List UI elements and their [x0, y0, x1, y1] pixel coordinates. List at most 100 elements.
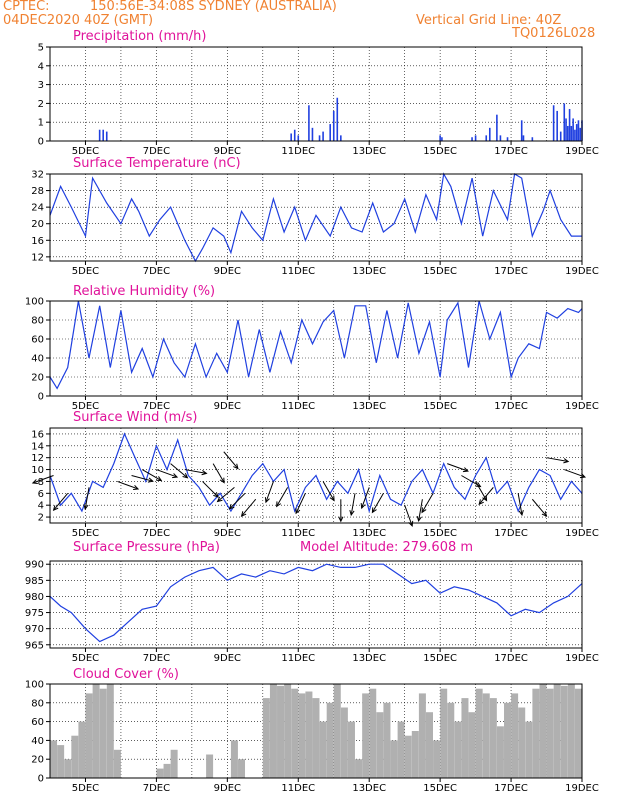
wind-arrow-head — [213, 492, 219, 498]
wind-arrow-shaft — [265, 481, 274, 503]
precip-bar — [577, 120, 580, 141]
precip-bar — [574, 129, 576, 141]
wind-ytick-label: 12 — [31, 453, 44, 464]
wind-arrow — [322, 481, 335, 502]
pressure-series-line — [49, 563, 583, 643]
temp-xtick-label: 7DEC — [143, 266, 170, 277]
wind-arrow-shaft — [322, 481, 335, 501]
cloud-bar — [85, 693, 93, 778]
wind-arrow-head — [216, 496, 223, 503]
pressure-xtick-label: 11DEC — [281, 653, 315, 664]
wind-arrow-shaft — [32, 475, 54, 484]
wind-arrow-shaft — [202, 481, 219, 498]
pressure-ytick-label: 980 — [25, 592, 44, 603]
humidity-panel: 0 20 40 60 80 100 5DEC 7DEC 9DEC 11DEC 13DEC 15DEC 1… — [25, 284, 599, 412]
precip-bar — [552, 105, 555, 141]
humidity-xtick-label: 7DEC — [143, 401, 170, 412]
wind-arrow-shaft — [141, 469, 162, 481]
humidity-xtick-label: 15DEC — [423, 401, 457, 412]
wind-arrow-head — [475, 482, 482, 488]
cloud-bar — [489, 698, 497, 778]
precip-bar — [332, 110, 335, 141]
cloud-ytick-label: 40 — [31, 736, 44, 747]
precip-bar — [531, 137, 534, 141]
humidity-title: Relative Humidity (%) — [73, 284, 215, 299]
cloud-panel: 0 20 40 60 80 100 5DEC 7DEC 9DEC 11DEC 13DEC 15DEC 1… — [25, 667, 599, 794]
precip-bar — [105, 131, 108, 141]
pressure-xtick-label: 5DEC — [72, 653, 99, 664]
pressure-xtick-label: 7DEC — [143, 653, 170, 664]
temp-panel: 12 16 20 24 28 32 5DEC 7DEC 9DEC 11DEC 13DEC 15DEC 1… — [31, 156, 599, 277]
wind-xtick-label: 19DEC — [565, 528, 599, 539]
pressure-panel: 965 970 975 980 985 990 5DEC 7DEC 9DEC 11DEC 13DEC… — [25, 540, 599, 664]
cloud-ytick-label: 0 — [38, 774, 44, 785]
wind-series-line — [49, 432, 583, 514]
wind-arrow-shaft — [217, 486, 235, 502]
cloud-xtick-label: 15DEC — [423, 783, 457, 794]
cloud-bar — [50, 740, 58, 778]
wind-arrow — [83, 487, 90, 511]
wind-arrow-shaft — [447, 463, 469, 472]
cloud-bar — [92, 684, 100, 778]
pressure-xtick-label: 19DEC — [565, 653, 599, 664]
wind-arrow-head — [478, 499, 484, 506]
wind-arrow — [371, 493, 384, 514]
wind-arrow-head — [295, 508, 301, 515]
humidity-ytick-label: 20 — [31, 373, 44, 384]
wind-arrow-head — [264, 497, 270, 504]
cloud-bar — [284, 684, 292, 778]
wind-arrow-shaft — [531, 498, 547, 517]
wind-arrow — [349, 493, 356, 517]
cloud-bar — [383, 702, 391, 778]
cloud-bar — [269, 684, 277, 778]
wind-arrow-shaft — [350, 493, 356, 516]
cloud-bar — [433, 740, 441, 778]
wind-arrow-shaft — [241, 498, 257, 517]
wind-ytick-label: 10 — [31, 465, 44, 476]
precip-bar — [559, 131, 562, 141]
wind-arrow-head — [518, 510, 524, 517]
cloud-bar — [206, 754, 214, 778]
wind-xtick-label: 7DEC — [143, 528, 170, 539]
precip-bar — [329, 124, 331, 141]
wind-arrow-shaft — [212, 463, 225, 483]
cloud-bar — [518, 707, 526, 778]
wind-arrow — [212, 463, 225, 484]
precip-bar — [570, 125, 573, 141]
precip-xtick-label: 11DEC — [281, 146, 315, 157]
run-code-label: TQ0126L028 — [512, 26, 596, 41]
wind-arrow — [517, 493, 524, 517]
cloud-bar — [326, 702, 334, 778]
wind-arrow — [216, 486, 235, 503]
precip-bar — [488, 127, 491, 141]
location-label: 150:56E-34:08S SYDNEY (AUSTRALIA) — [90, 0, 337, 14]
humidity-ytick-label: 40 — [31, 354, 44, 365]
cloud-ytick-label: 100 — [25, 680, 44, 691]
precip-bar — [336, 97, 339, 141]
wind-ytick-label: 8 — [38, 477, 44, 488]
wind-arrow-shaft — [170, 463, 188, 479]
wind-arrow — [276, 487, 289, 508]
wind-arrow-shaft — [223, 451, 239, 469]
humidity-ytick-label: 100 — [25, 297, 44, 308]
cloud-bar — [468, 712, 476, 778]
wind-arrow-head — [201, 470, 208, 476]
temp-ytick-label: 16 — [31, 236, 44, 247]
precip-panel: 0 1 2 3 4 5 5DEC 7DEC 9DEC 11DEC 13DEC 15DEC 17DEC 19… — [38, 29, 599, 157]
cloud-bar — [277, 685, 285, 778]
precip-ytick-label: 3 — [38, 80, 44, 91]
wind-arrow — [31, 475, 54, 485]
precip-bar — [471, 137, 473, 141]
wind-arrow — [117, 480, 140, 490]
wind-arrow-head — [228, 503, 235, 510]
precip-ytick-label: 2 — [38, 99, 44, 110]
temp-ytick-label: 20 — [31, 219, 44, 230]
wind-arrow-shaft — [418, 499, 423, 522]
cloud-bar — [504, 702, 512, 778]
wind-arrow-head — [329, 495, 335, 502]
cloud-bar — [319, 721, 327, 778]
wind-arrow-head — [371, 507, 377, 514]
wind-ytick-label: 6 — [38, 489, 44, 500]
cloud-bar — [113, 749, 121, 778]
wind-arrow-head — [182, 473, 189, 479]
